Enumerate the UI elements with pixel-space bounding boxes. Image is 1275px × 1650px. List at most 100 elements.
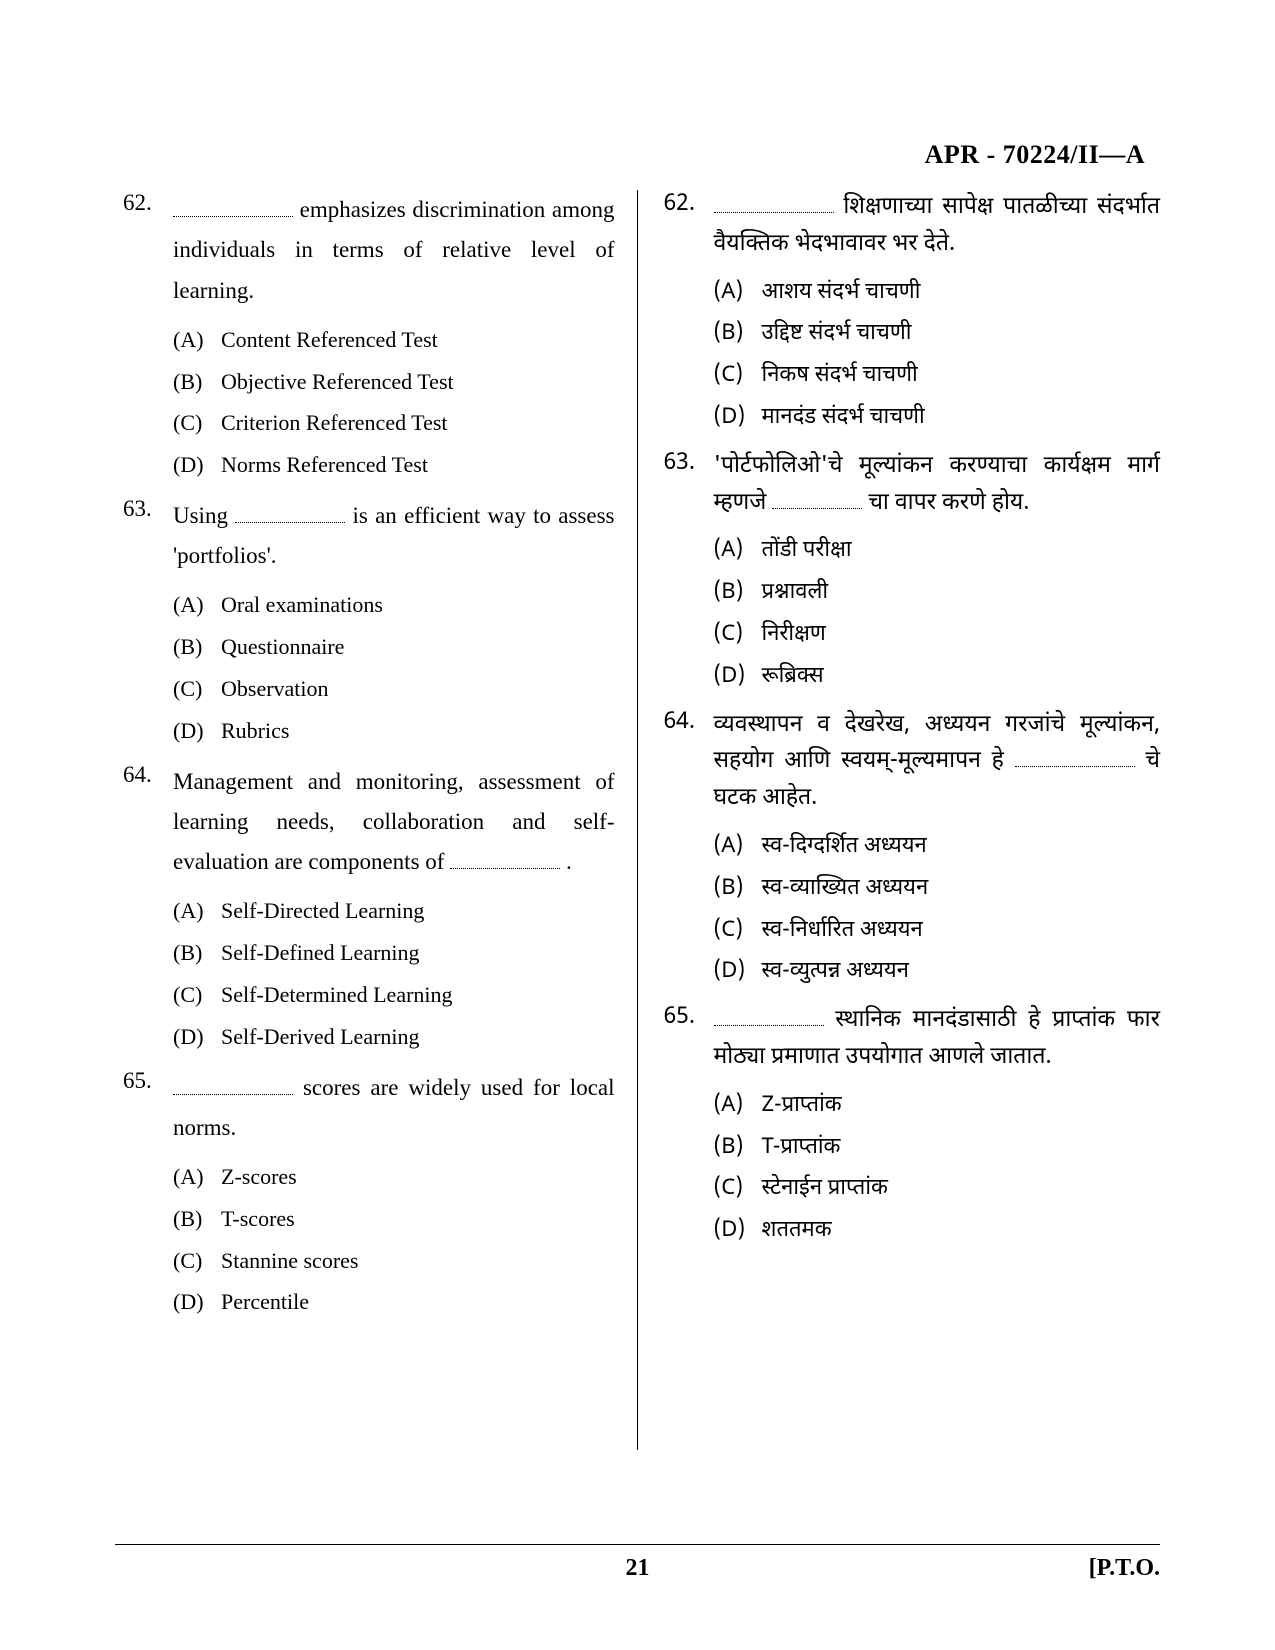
question-62-mr: 62. शिक्षणाच्या सापेक्ष पातळीच्या संदर्भ… [664,190,1161,439]
question-stem: emphasizes discrimination among individu… [173,190,615,311]
question-body: scores are widely used for local norms. … [173,1068,615,1324]
question-body: व्यवस्थापन व देखरेख, अध्ययन गरजांचे मूल्… [714,708,1161,994]
option-label: (D) [714,656,762,698]
question-body: Management and monitoring, assessment of… [173,762,615,1058]
option-text: Stannine scores [221,1240,615,1282]
option-label: (C) [173,402,221,444]
page: APR - 70224/II—A 62. emphasizes discrimi… [0,0,1275,1650]
option-b: (B)स्व-व्याख्यित अध्ययन [714,868,1161,910]
option-a: (A)Self-Directed Learning [173,890,615,932]
option-label: (C) [714,1168,762,1210]
blank [772,488,862,509]
option-a: (A)तोंडी परीक्षा [714,530,1161,572]
option-label: (D) [173,444,221,486]
question-number: 65. [664,1003,714,1252]
option-text: Self-Determined Learning [221,974,615,1016]
blank [235,502,345,523]
question-number: 62. [664,190,714,439]
option-text: स्व-निर्धारित अध्ययन [762,910,1161,952]
question-65-en: 65. scores are widely used for local nor… [123,1068,615,1324]
options: (A)तोंडी परीक्षा (B)प्रश्नावली (C)निरीक्… [714,530,1161,697]
option-text: Questionnaire [221,626,615,668]
option-label: (B) [173,932,221,974]
option-text: Self-Defined Learning [221,932,615,974]
option-d: (D)रूब्रिक्स [714,656,1161,698]
option-b: (B)Questionnaire [173,626,615,668]
option-a: (A)Content Referenced Test [173,319,615,361]
blank [1015,747,1135,768]
option-b: (B)T-प्राप्तांक [714,1127,1161,1169]
pto-label: [P.T.O. [1089,1555,1160,1582]
option-label: (C) [173,668,221,710]
option-d: (D)Percentile [173,1281,615,1323]
question-number: 64. [664,708,714,994]
blank [173,196,293,217]
option-d: (D)शततमक [714,1210,1161,1252]
question-63-mr: 63. 'पोर्टफोलिओ'चे मूल्यांकन करण्याचा का… [664,449,1161,698]
option-d: (D)Norms Referenced Test [173,444,615,486]
option-text: Objective Referenced Test [221,361,615,403]
option-text: Percentile [221,1281,615,1323]
question-body: स्थानिक मानदंडासाठी हे प्राप्तांक फार मो… [714,1003,1161,1252]
option-a: (A)Z-scores [173,1156,615,1198]
option-label: (B) [714,868,762,910]
option-a: (A)Oral examinations [173,584,615,626]
option-label: (A) [173,890,221,932]
option-text: आशय संदर्भ चाचणी [762,272,1161,314]
question-64-en: 64. Management and monitoring, assessmen… [123,762,615,1058]
option-label: (C) [714,614,762,656]
question-number: 64. [123,762,173,1058]
question-stem: Using is an efficient way to assess 'por… [173,496,615,577]
options: (A)आशय संदर्भ चाचणी (B)उद्दिष्ट संदर्भ च… [714,272,1161,439]
option-text: उद्दिष्ट संदर्भ चाचणी [762,313,1161,355]
option-label: (D) [173,710,221,752]
option-text: प्रश्नावली [762,572,1161,614]
option-a: (A)Z-प्राप्तांक [714,1085,1161,1127]
question-stem: व्यवस्थापन व देखरेख, अध्ययन गरजांचे मूल्… [714,708,1161,818]
option-label: (B) [714,313,762,355]
blank [173,1074,293,1095]
option-b: (B)उद्दिष्ट संदर्भ चाचणी [714,313,1161,355]
question-number: 63. [123,496,173,752]
option-b: (B)Objective Referenced Test [173,361,615,403]
options: (A)Oral examinations (B)Questionnaire (C… [173,584,615,751]
option-label: (D) [173,1016,221,1058]
stem-pre: Using [173,503,235,528]
option-label: (A) [714,1085,762,1127]
option-b: (B)T-scores [173,1198,615,1240]
exam-code: APR - 70224/II—A [925,140,1145,170]
option-label: (D) [714,951,762,993]
option-b: (B)Self-Defined Learning [173,932,615,974]
question-number: 62. [123,190,173,486]
question-stem: Management and monitoring, assessment of… [173,762,615,883]
option-label: (B) [714,572,762,614]
option-c: (C)स्व-निर्धारित अध्ययन [714,910,1161,952]
option-text: निरीक्षण [762,614,1161,656]
option-d: (D)Self-Derived Learning [173,1016,615,1058]
option-c: (C)स्टेनाईन प्राप्तांक [714,1168,1161,1210]
option-c: (C)Self-Determined Learning [173,974,615,1016]
option-text: Criterion Referenced Test [221,402,615,444]
question-64-mr: 64. व्यवस्थापन व देखरेख, अध्ययन गरजांचे … [664,708,1161,994]
option-label: (A) [173,319,221,361]
option-c: (C)Observation [173,668,615,710]
option-c: (C)निरीक्षण [714,614,1161,656]
question-number: 65. [123,1068,173,1324]
option-c: (C)Stannine scores [173,1240,615,1282]
options: (A)Self-Directed Learning (B)Self-Define… [173,890,615,1057]
option-label: (B) [173,1198,221,1240]
question-stem: 'पोर्टफोलिओ'चे मूल्यांकन करण्याचा कार्यक… [714,449,1161,523]
option-d: (D)स्व-व्युत्पन्न अध्ययन [714,951,1161,993]
option-text: शततमक [762,1210,1161,1252]
option-a: (A)स्व-दिग्दर्शित अध्ययन [714,826,1161,868]
option-label: (A) [714,530,762,572]
option-label: (D) [714,397,762,439]
option-text: Z-scores [221,1156,615,1198]
column-english: 62. emphasizes discrimination among indi… [115,190,638,1450]
option-b: (B)प्रश्नावली [714,572,1161,614]
option-label: (C) [173,1240,221,1282]
question-65-mr: 65. स्थानिक मानदंडासाठी हे प्राप्तांक फा… [664,1003,1161,1252]
options: (A)Z-scores (B)T-scores (C)Stannine scor… [173,1156,615,1323]
option-text: Self-Derived Learning [221,1016,615,1058]
option-text: स्व-व्युत्पन्न अध्ययन [762,951,1161,993]
